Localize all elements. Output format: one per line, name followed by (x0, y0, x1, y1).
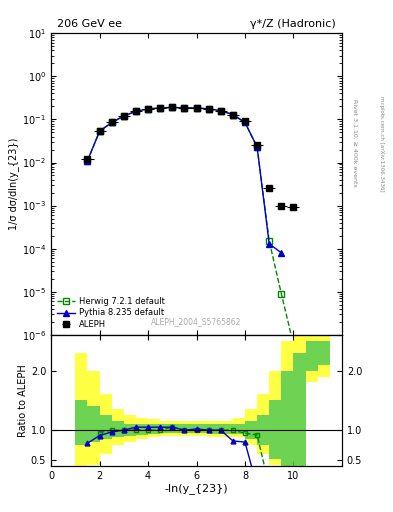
Herwig 7.2.1 default (279, 291, 284, 297)
Text: Rivet 3.1.10, ≥ 400k events: Rivet 3.1.10, ≥ 400k events (352, 99, 357, 187)
Herwig 7.2.1 default (158, 105, 163, 111)
Pythia 8.235 default (279, 250, 284, 256)
Herwig 7.2.1 default (303, 397, 308, 403)
Pythia 8.235 default (194, 105, 199, 111)
Pythia 8.235 default (231, 112, 235, 118)
Herwig 7.2.1 default (267, 238, 272, 244)
Herwig 7.2.1 default (97, 128, 102, 134)
Pythia 8.235 default (267, 241, 272, 247)
Pythia 8.235 default (219, 108, 223, 114)
Herwig 7.2.1 default (242, 119, 247, 125)
Pythia 8.235 default (134, 108, 138, 114)
Line: Herwig 7.2.1 default: Herwig 7.2.1 default (84, 104, 309, 403)
Pythia 8.235 default (206, 106, 211, 112)
Herwig 7.2.1 default (194, 105, 199, 111)
Text: 206 GeV ee: 206 GeV ee (57, 19, 122, 29)
Herwig 7.2.1 default (109, 119, 114, 125)
Herwig 7.2.1 default (146, 106, 151, 112)
Y-axis label: 1/σ dσ/dln(y_{23}): 1/σ dσ/dln(y_{23}) (8, 138, 19, 230)
Text: mcplots.cern.ch [arXiv:1306.3436]: mcplots.cern.ch [arXiv:1306.3436] (379, 96, 384, 191)
Legend: Herwig 7.2.1 default, Pythia 8.235 default, ALEPH: Herwig 7.2.1 default, Pythia 8.235 defau… (55, 295, 166, 331)
Text: γ*/Z (Hadronic): γ*/Z (Hadronic) (250, 19, 336, 29)
Pythia 8.235 default (158, 105, 163, 111)
X-axis label: -ln(y_{23}): -ln(y_{23}) (165, 483, 228, 495)
Herwig 7.2.1 default (231, 112, 235, 118)
Pythia 8.235 default (242, 119, 247, 125)
Pythia 8.235 default (121, 113, 126, 119)
Y-axis label: Ratio to ALEPH: Ratio to ALEPH (18, 364, 28, 437)
Herwig 7.2.1 default (291, 342, 296, 348)
Herwig 7.2.1 default (85, 158, 90, 164)
Herwig 7.2.1 default (182, 105, 187, 111)
Text: ALEPH_2004_S5765862: ALEPH_2004_S5765862 (151, 317, 242, 326)
Herwig 7.2.1 default (255, 144, 259, 150)
Pythia 8.235 default (109, 119, 114, 125)
Pythia 8.235 default (85, 158, 90, 164)
Line: Pythia 8.235 default: Pythia 8.235 default (84, 104, 284, 255)
Pythia 8.235 default (170, 104, 174, 111)
Herwig 7.2.1 default (170, 104, 174, 111)
Pythia 8.235 default (146, 106, 151, 112)
Herwig 7.2.1 default (121, 113, 126, 119)
Pythia 8.235 default (182, 105, 187, 111)
Herwig 7.2.1 default (206, 106, 211, 112)
Pythia 8.235 default (97, 128, 102, 134)
Pythia 8.235 default (255, 144, 259, 150)
Herwig 7.2.1 default (219, 108, 223, 114)
Herwig 7.2.1 default (134, 108, 138, 114)
